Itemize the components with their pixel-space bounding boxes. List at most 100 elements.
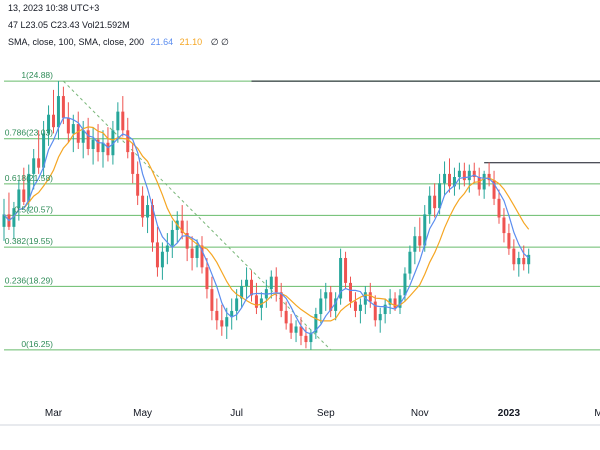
candle (220, 304, 224, 336)
candle (502, 208, 506, 243)
candle (279, 282, 283, 318)
candle (131, 142, 135, 184)
candle (373, 295, 377, 327)
candle (309, 329, 313, 350)
candle (259, 292, 263, 321)
candle (116, 102, 120, 143)
candle (2, 198, 6, 241)
indicator-flags: ∅ ∅ (211, 37, 229, 47)
moving-averages (3, 117, 530, 335)
candle-body (37, 158, 41, 168)
candle-body (487, 173, 491, 181)
candle (319, 289, 323, 324)
candle (27, 164, 31, 212)
candle-body (12, 208, 16, 227)
candle (250, 270, 253, 302)
candle (344, 251, 348, 290)
candle (170, 220, 174, 258)
candle-body (190, 248, 194, 258)
header-ohlc: 47 L23.05 C23.43 Vol21.592M (8, 20, 130, 30)
candle-body (101, 142, 105, 153)
candle-body (462, 170, 466, 181)
candle (299, 317, 303, 346)
candle (37, 130, 41, 174)
candle (517, 251, 521, 277)
candle-body (126, 130, 130, 153)
fib-level-label: 0.382(19.55) (5, 236, 53, 246)
candle (269, 270, 273, 299)
candle-body (42, 133, 46, 168)
candle (457, 162, 461, 190)
candle-body (507, 233, 511, 249)
candle-body (314, 314, 318, 333)
candle (284, 301, 288, 330)
candle (467, 164, 471, 193)
candle-body (517, 257, 521, 265)
candle-body (259, 298, 263, 308)
candle-body (388, 298, 392, 305)
x-axis: Mar May Jul Sep Nov 2023 Mar (45, 408, 600, 419)
candle (408, 245, 412, 280)
candle-body (368, 292, 372, 302)
candle (205, 257, 209, 299)
sma200-line (3, 126, 530, 322)
candle (527, 248, 531, 274)
sma100-line (3, 117, 530, 335)
candle-body (106, 142, 110, 156)
candle (56, 81, 60, 140)
candle (398, 289, 402, 315)
indicator-names: SMA, close, 100, SMA, close, 200 (8, 37, 144, 47)
x-tick-label: May (133, 408, 152, 419)
candle-body (230, 310, 234, 318)
candle-body (358, 304, 362, 311)
fib-level-label: 0(16.25) (21, 339, 53, 349)
candle-body (334, 298, 338, 311)
fib-level-label: 1(24.88) (21, 70, 53, 80)
candle-body (136, 173, 140, 196)
candle (200, 236, 204, 274)
candle-body (165, 245, 169, 252)
candle-body (443, 173, 447, 184)
candle-body (423, 214, 427, 246)
candle-body (304, 335, 308, 343)
candle-body (96, 139, 100, 153)
candle-body (457, 170, 461, 178)
candle (7, 192, 11, 230)
candle (121, 96, 125, 137)
candle (418, 217, 422, 252)
candle-body (155, 242, 159, 268)
candle (433, 183, 437, 218)
candle (353, 292, 357, 318)
candle-body (299, 326, 303, 336)
candle-body (210, 289, 214, 311)
candle-body (428, 195, 432, 215)
candle-body (329, 292, 333, 311)
candle-body (17, 189, 21, 209)
candle (17, 180, 21, 221)
candle (482, 170, 486, 199)
candle (210, 276, 214, 321)
candle-body (527, 254, 531, 265)
candle-body (160, 251, 164, 268)
candle (329, 286, 333, 318)
candle (185, 220, 189, 262)
candle-body (86, 130, 90, 149)
candle (126, 117, 130, 159)
candle (136, 161, 140, 206)
candle (71, 114, 75, 153)
candle (383, 298, 387, 324)
candle-body (477, 177, 481, 190)
candle-body (279, 292, 283, 311)
candle (487, 162, 491, 187)
candle (363, 286, 367, 315)
chart-header: 13, 2023 10:38 UTC+3 47 L23.05 C23.43 Vo… (8, 3, 229, 47)
candle (314, 307, 318, 339)
candle-body (220, 320, 224, 327)
candle-body (76, 124, 80, 143)
candle (462, 162, 466, 187)
drawn-lines (63, 80, 600, 351)
candle-body (245, 279, 249, 287)
candle (289, 314, 293, 339)
candle (452, 167, 456, 196)
